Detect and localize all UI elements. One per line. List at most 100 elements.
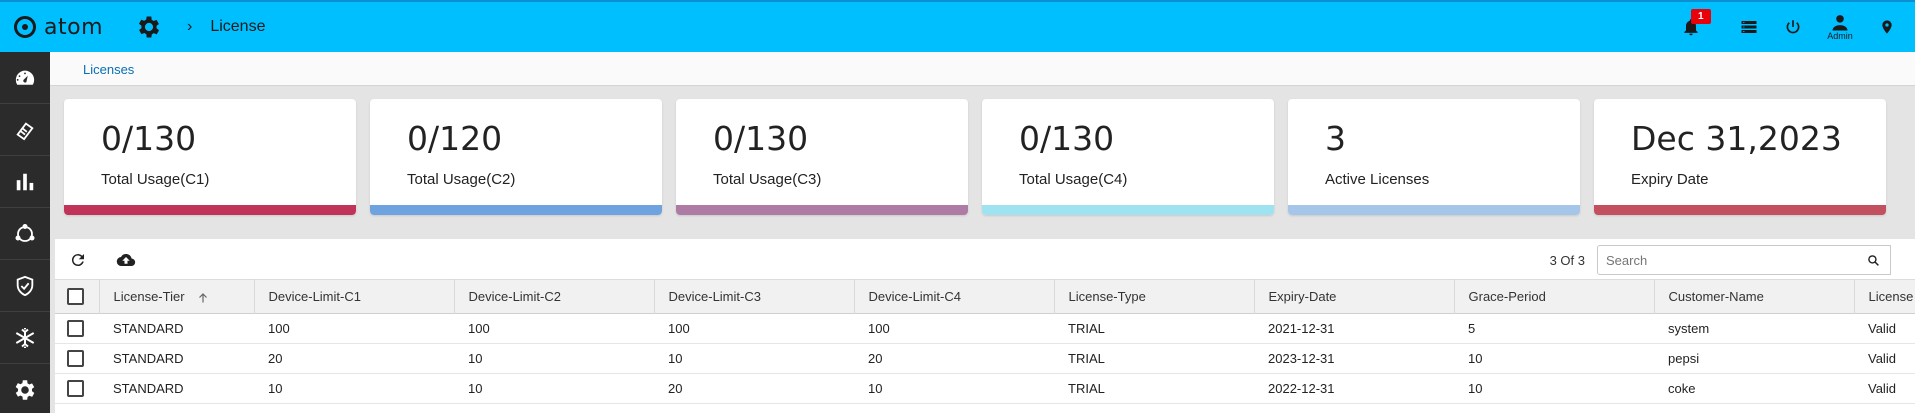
server-button[interactable] xyxy=(1727,2,1771,52)
column-header-grace-period[interactable]: Grace-Period xyxy=(1454,279,1655,314)
sidebar-item-settings[interactable] xyxy=(0,364,50,413)
top-bar: atom › License 1 Admin xyxy=(0,0,1915,52)
licenses-table-panel: 3 Of 3 License-Tier Device-Limit-C1 Devi… xyxy=(55,239,1915,413)
breadcrumb-licenses-link[interactable]: Licenses xyxy=(83,62,135,77)
cell-device-limit-c3: 10 xyxy=(668,351,683,366)
power-button[interactable] xyxy=(1771,2,1815,52)
column-header-license-type[interactable]: License-Type xyxy=(1054,279,1255,314)
power-icon xyxy=(1786,20,1800,34)
sidebar-item-topology[interactable] xyxy=(0,208,50,260)
table-row[interactable]: STANDARD 100 100 100 100 TRIAL 2021-12-3… xyxy=(55,314,1915,344)
topology-icon xyxy=(15,223,35,242)
search-button[interactable] xyxy=(1857,245,1891,275)
upload-button[interactable] xyxy=(113,247,139,273)
cell-license-type: TRIAL xyxy=(1068,351,1105,366)
cell-expiry-date: 2021-12-31 xyxy=(1268,321,1335,336)
chevron-right-icon: › xyxy=(187,18,193,35)
cell-device-limit-c1: 20 xyxy=(268,351,283,366)
server-list-icon xyxy=(1741,21,1757,33)
sidebar-item-dashboard[interactable] xyxy=(0,52,50,104)
cell-customer-name: pepsi xyxy=(1668,351,1700,366)
column-header-expiry-date[interactable]: Expiry-Date xyxy=(1254,279,1455,314)
cell-device-limit-c3: 100 xyxy=(668,321,690,336)
table-row[interactable]: STANDARD 20 10 10 20 TRIAL 2023-12-31 10… xyxy=(55,344,1915,374)
row-select-cell xyxy=(55,344,99,374)
gear-icon[interactable] xyxy=(135,13,163,41)
column-header-device-limit-c4[interactable]: Device-Limit-C4 xyxy=(854,279,1055,314)
cell-customer-name: coke xyxy=(1668,381,1696,396)
card-accent-bar xyxy=(1288,205,1580,215)
cell-device-limit-c4: 10 xyxy=(868,381,883,396)
column-header-device-limit-c2[interactable]: Device-Limit-C2 xyxy=(454,279,655,314)
column-header-customer-name[interactable]: Customer-Name xyxy=(1654,279,1855,314)
cell-grace-period: 10 xyxy=(1468,381,1483,396)
column-header-device-limit-c1[interactable]: Device-Limit-C1 xyxy=(254,279,455,314)
card-label: Active Licenses xyxy=(1325,171,1430,188)
search-icon xyxy=(1868,254,1879,266)
column-header-license[interactable]: License xyxy=(1868,289,1914,304)
card-label: Total Usage(C4) xyxy=(1019,171,1128,188)
cell-device-limit-c4: 20 xyxy=(868,351,883,366)
row-select-cell xyxy=(55,374,99,404)
notifications-button[interactable]: 1 xyxy=(1669,2,1713,52)
sort-ascending-icon[interactable] xyxy=(197,292,209,304)
cell-license-tier: STANDARD xyxy=(113,351,184,366)
cell-device-limit-c3: 20 xyxy=(668,381,683,396)
cell-license-status: Valid xyxy=(1868,351,1896,366)
admin-label: Admin xyxy=(1827,31,1853,41)
cell-expiry-date: 2022-12-31 xyxy=(1268,381,1335,396)
select-all-cell xyxy=(55,279,100,314)
card-label: Expiry Date xyxy=(1631,171,1709,188)
card-active-licenses: 3 Active Licenses xyxy=(1288,99,1580,215)
sidebar-item-security[interactable] xyxy=(0,260,50,312)
page-title: License xyxy=(210,18,266,35)
card-accent-bar xyxy=(982,205,1274,215)
search-input[interactable] xyxy=(1597,245,1859,275)
refresh-button[interactable] xyxy=(65,247,91,273)
cell-license-status: Valid xyxy=(1868,321,1896,336)
cloud-upload-icon xyxy=(116,253,136,267)
logo[interactable]: atom xyxy=(14,15,103,40)
sidebar-item-devices[interactable] xyxy=(0,104,50,156)
location-button[interactable] xyxy=(1865,2,1909,52)
cell-device-limit-c4: 100 xyxy=(868,321,890,336)
row-select-cell xyxy=(55,314,99,344)
card-usage-c3: 0/130 Total Usage(C3) xyxy=(676,99,968,215)
card-value: 0/130 xyxy=(101,119,197,158)
refresh-icon xyxy=(71,254,84,267)
cell-license-tier: STANDARD xyxy=(113,381,184,396)
user-icon xyxy=(1832,15,1848,31)
cell-device-limit-c2: 100 xyxy=(468,321,490,336)
row-checkbox[interactable] xyxy=(67,380,84,397)
licenses-table: License-Tier Device-Limit-C1 Device-Limi… xyxy=(55,279,1915,404)
table-row[interactable]: STANDARD 10 10 20 10 TRIAL 2022-12-31 10… xyxy=(55,374,1915,404)
card-usage-c1: 0/130 Total Usage(C1) xyxy=(64,99,356,215)
card-accent-bar xyxy=(370,205,662,215)
row-checkbox[interactable] xyxy=(67,320,84,337)
record-count: 3 Of 3 xyxy=(1549,253,1585,268)
atom-logo-icon xyxy=(14,16,36,38)
column-header-device-limit-c3[interactable]: Device-Limit-C3 xyxy=(654,279,855,314)
sidebar xyxy=(0,52,50,413)
cell-expiry-date: 2023-12-31 xyxy=(1268,351,1335,366)
admin-menu[interactable]: Admin xyxy=(1815,2,1865,52)
cell-grace-period: 10 xyxy=(1468,351,1483,366)
cell-license-tier: STANDARD xyxy=(113,321,184,336)
charts-icon xyxy=(16,173,34,190)
snowflake-icon xyxy=(15,327,35,348)
select-all-checkbox[interactable] xyxy=(67,288,84,305)
sidebar-item-snowflake[interactable] xyxy=(0,312,50,364)
card-expiry-date: Dec 31,2023 Expiry Date xyxy=(1594,99,1886,215)
cell-device-limit-c2: 10 xyxy=(468,381,483,396)
card-usage-c4: 0/130 Total Usage(C4) xyxy=(982,99,1274,215)
column-header-license-tier[interactable]: License-Tier xyxy=(99,279,255,314)
card-accent-bar xyxy=(64,205,356,215)
card-accent-bar xyxy=(1594,205,1886,215)
card-label: Total Usage(C2) xyxy=(407,171,516,188)
card-accent-bar xyxy=(676,205,968,215)
cell-grace-period: 5 xyxy=(1468,321,1476,336)
sidebar-item-reports[interactable] xyxy=(0,156,50,208)
breadcrumb: Licenses xyxy=(50,52,1915,86)
row-checkbox[interactable] xyxy=(67,350,84,367)
card-value: 3 xyxy=(1325,119,1346,158)
